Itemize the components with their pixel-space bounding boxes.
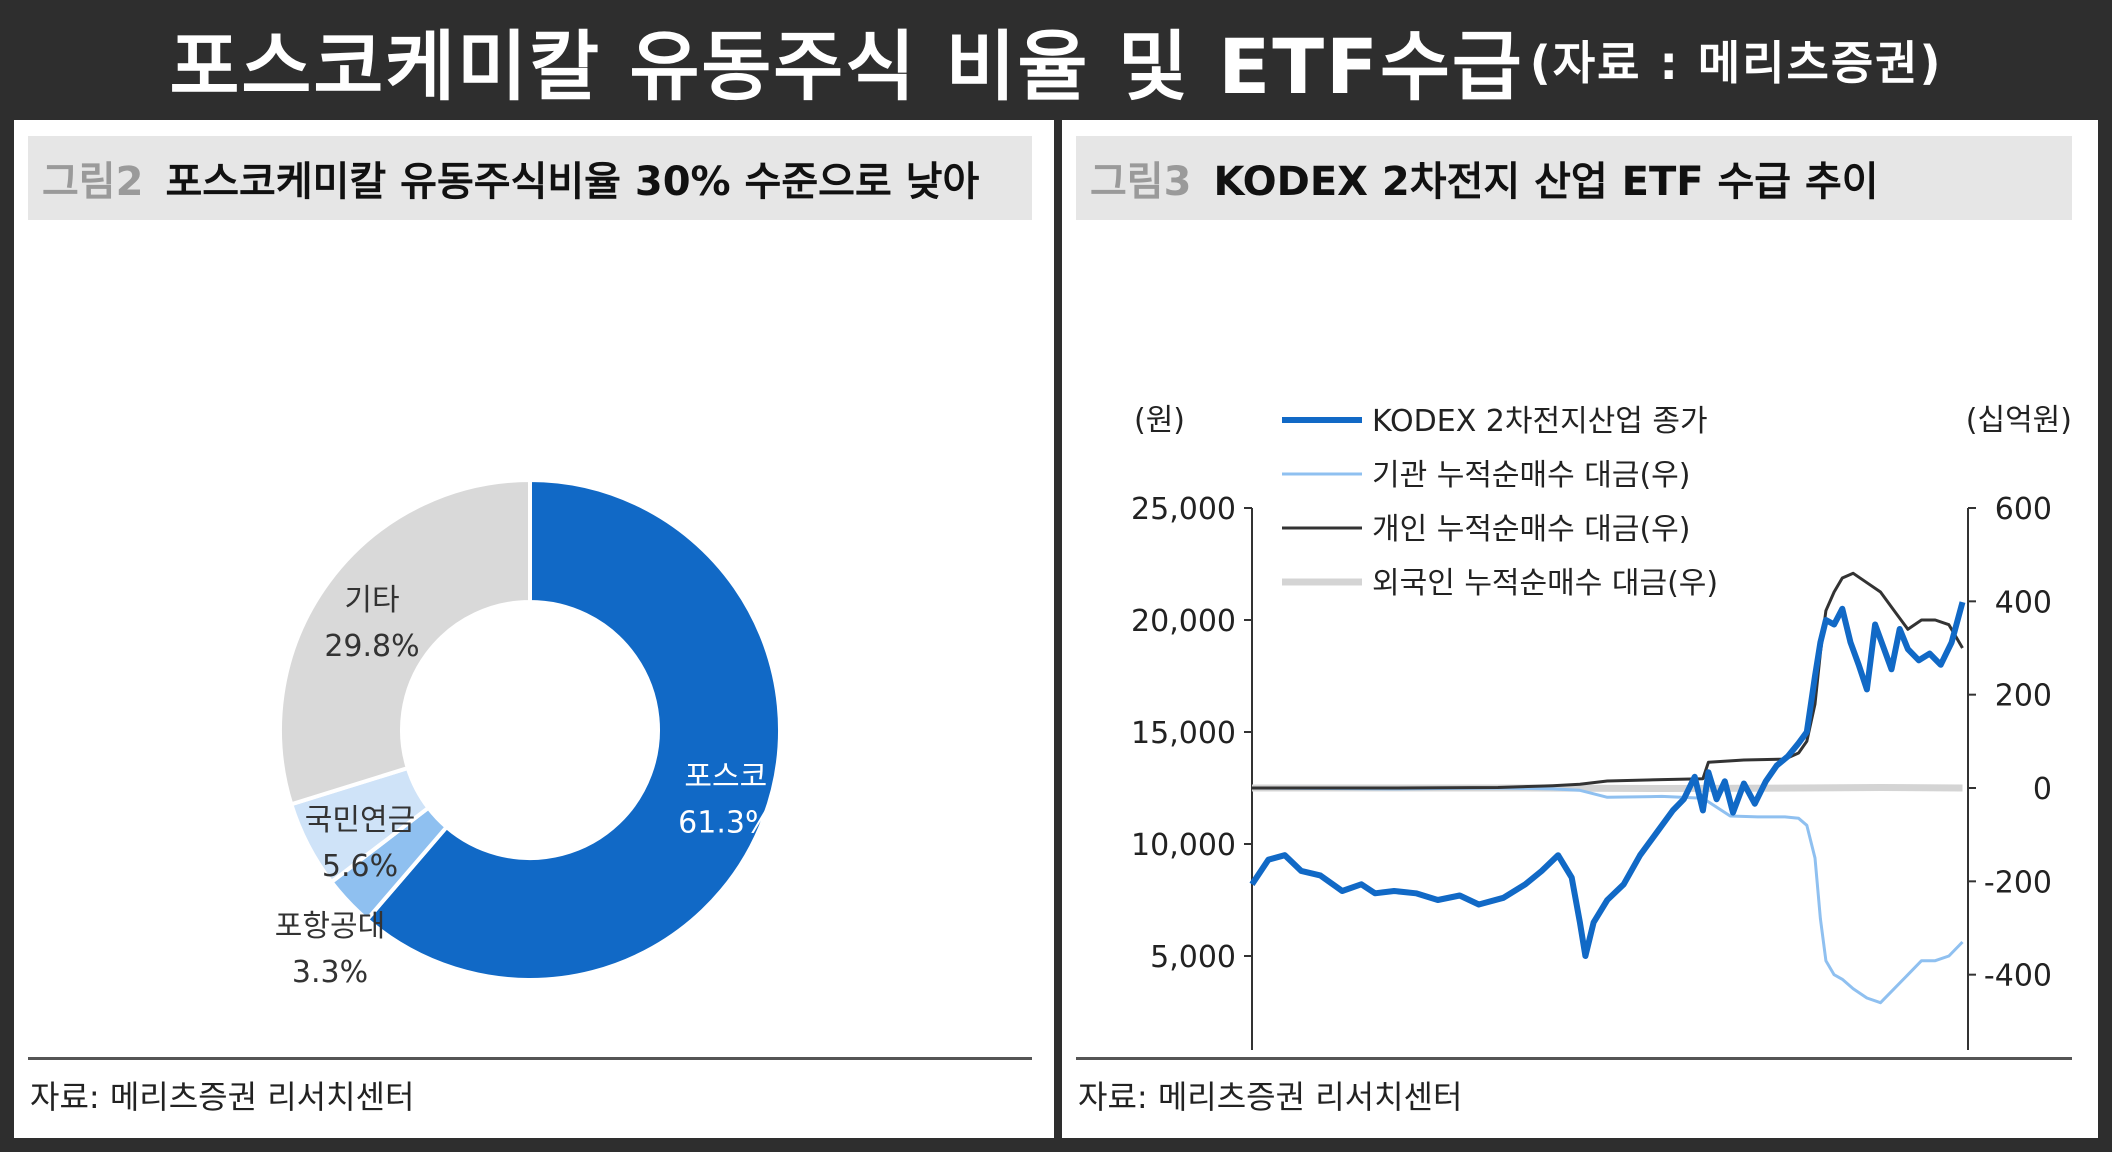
legend-label: KODEX 2차전지산업 종가: [1372, 404, 1708, 439]
legend-label: 개인 누적순매수 대금(우): [1372, 512, 1690, 547]
donut-slice-3: [278, 477, 532, 807]
left-figure-label: 그림2: [42, 159, 144, 205]
slice-value: 5.6%: [322, 849, 398, 884]
right-figure-title: KODEX 2차전지 산업 ETF 수급 추이: [1213, 159, 1879, 205]
right-figure-rule: [1076, 1057, 2072, 1060]
right-figure-label: 그림3: [1090, 159, 1192, 205]
legend-label: 외국인 누적순매수 대금(우): [1372, 566, 1718, 601]
left-tick-label: 25,000: [1131, 492, 1236, 527]
right-tick-label: -400: [1984, 959, 2052, 994]
left-tick-label: 10,000: [1131, 828, 1236, 863]
slice-label: 국민연금: [305, 803, 415, 838]
page-title-source: (자료 : 메리츠증권): [1529, 36, 1943, 90]
right-figure-panel: 그림3 KODEX 2차전지 산업 ETF 수급 추이 (원) (십억원) 0 5…: [1062, 120, 2098, 1138]
right-tick-label: -200: [1984, 865, 2052, 900]
slice-label: 포스코: [684, 759, 767, 794]
series-line-1: [1251, 786, 1964, 1005]
right-tick-label: 400: [1995, 585, 2052, 620]
page-title: 포스코케미칼 유동주식 비율 및 ETF수급 (자료 : 메리츠증권): [0, 0, 2112, 120]
page-title-main: 포스코케미칼 유동주식 비율 및 ETF수급: [169, 22, 1524, 111]
donut-slice-0: [364, 477, 782, 982]
line-chart: (원) (십억원) 0 5,000 10,000 15,000 20,000 25,000…: [1131, 403, 2072, 1050]
left-figure-header: 그림2 포스코케미칼 유동주식비율 30% 수준으로 낮아: [28, 136, 1032, 220]
right-axis-unit: (십억원): [1966, 403, 2072, 438]
right-tick-label: 0: [2033, 772, 2052, 807]
legend-label: 기관 누적순매수 대금(우): [1372, 458, 1690, 493]
slice-value: 3.3%: [292, 955, 368, 990]
slice-value: 29.8%: [324, 629, 419, 664]
right-tick-label: 200: [1995, 679, 2052, 714]
left-figure-title: 포스코케미칼 유동주식비율 30% 수준으로 낮아: [165, 159, 980, 205]
left-axis-unit: (원): [1134, 403, 1185, 438]
donut-chart: 포스코 61.3% 포항공대 3.3% 국민연금 5.6% 기타 29.8%: [275, 477, 782, 990]
right-tick-label: 600: [1995, 492, 2052, 527]
right-figure-source: 자료: 메리츠증권 리서치센터: [1078, 1078, 1463, 1116]
slice-label: 기타: [344, 583, 399, 618]
left-figure-source: 자료: 메리츠증권 리서치센터: [30, 1078, 415, 1116]
series-line-0: [1249, 601, 1966, 959]
slice-value: 61.3%: [678, 805, 773, 840]
right-figure-header: 그림3 KODEX 2차전지 산업 ETF 수급 추이: [1076, 136, 2072, 220]
left-figure-rule: [28, 1057, 1032, 1060]
left-tick-label: 5,000: [1150, 940, 1236, 975]
left-tick-label: 15,000: [1131, 716, 1236, 751]
left-tick-label: 20,000: [1131, 604, 1236, 639]
left-figure-panel: 그림2 포스코케미칼 유동주식비율 30% 수준으로 낮아 포스코 61.3% 포항…: [14, 120, 1054, 1138]
slice-label: 포항공대: [275, 909, 385, 944]
series-line-2: [1252, 571, 1964, 790]
